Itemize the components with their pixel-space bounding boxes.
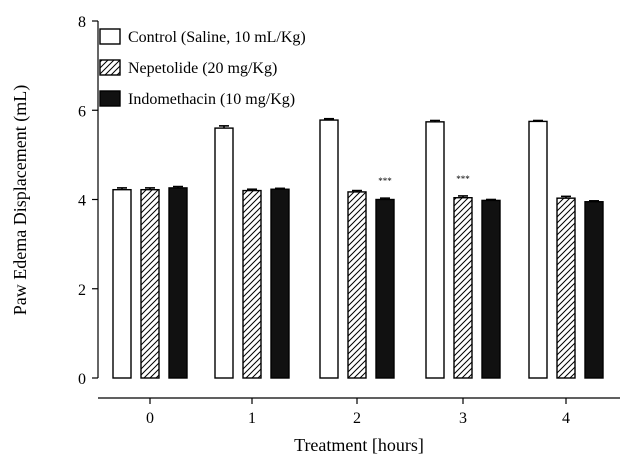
bar — [270, 188, 290, 379]
legend-label: Nepetolide (20 mg/Kg) — [128, 60, 277, 77]
x-tick-label: 0 — [146, 410, 154, 427]
bar — [319, 119, 339, 379]
x-tick-label: 1 — [248, 410, 256, 427]
significance-marker: *** — [378, 176, 392, 186]
x-tick-label: 3 — [459, 410, 467, 427]
bar — [425, 121, 445, 379]
bar — [584, 201, 604, 379]
bar — [168, 187, 188, 379]
y-tick-label: 4 — [78, 193, 86, 210]
bar — [528, 120, 548, 379]
axes: 0 2 4 6 8 0 1 2 3 4 — [78, 14, 620, 427]
y-tick-label: 8 — [78, 14, 86, 31]
legend-swatch — [99, 90, 121, 107]
bar — [347, 191, 367, 379]
y-axis-label: Paw Edema Displacement (mL) — [10, 85, 31, 315]
bar — [453, 197, 473, 379]
bars: *** *** — [112, 117, 604, 379]
bar — [481, 199, 501, 379]
x-tick-label: 2 — [353, 410, 361, 427]
legend-swatch — [99, 28, 121, 45]
bar — [140, 188, 160, 379]
significance-marker: *** — [456, 174, 470, 184]
y-tick-label: 2 — [78, 282, 86, 299]
bar — [375, 198, 395, 379]
bar — [556, 197, 576, 379]
legend: Control (Saline, 10 mL/Kg) Nepetolide (20… — [99, 28, 306, 108]
x-axis-label: Treatment [hours] — [294, 435, 424, 455]
y-tick-label: 6 — [78, 103, 86, 120]
legend-label: Indomethacin (10 mg/Kg) — [128, 91, 295, 108]
y-tick-label: 0 — [78, 371, 86, 388]
legend-label: Control (Saline, 10 mL/Kg) — [128, 29, 306, 46]
bar — [214, 127, 234, 379]
legend-swatch — [99, 59, 121, 76]
bar — [242, 189, 262, 379]
bar — [112, 188, 132, 379]
x-tick-label: 4 — [562, 410, 570, 427]
